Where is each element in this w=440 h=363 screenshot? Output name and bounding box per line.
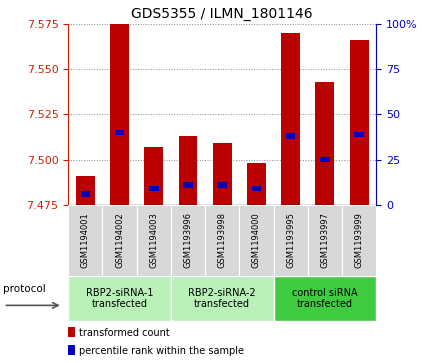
Text: protocol: protocol [4,284,46,294]
Text: RBP2-siRNA-1
transfected: RBP2-siRNA-1 transfected [86,288,153,309]
Text: GSM1194002: GSM1194002 [115,213,124,268]
Bar [350,40,369,205]
Bar [252,186,261,191]
Text: GSM1193995: GSM1193995 [286,213,295,268]
Text: GSM1193997: GSM1193997 [320,212,330,269]
Bar [274,205,308,276]
Bar [247,163,266,205]
Bar [183,182,193,188]
Text: GSM1194001: GSM1194001 [81,213,90,268]
Bar [286,133,295,139]
Text: GSM1193998: GSM1193998 [218,212,227,269]
Bar [149,186,158,191]
Bar [144,147,163,205]
Bar [274,276,376,321]
Bar [137,205,171,276]
Text: transformed count: transformed count [79,328,170,338]
Bar [115,130,125,135]
Text: GSM1194000: GSM1194000 [252,213,261,268]
Bar [68,205,103,276]
Bar [179,136,198,205]
Text: GSM1193999: GSM1193999 [355,213,363,268]
Bar [68,276,171,321]
Text: control siRNA
transfected: control siRNA transfected [292,288,358,309]
Bar [81,191,90,197]
Bar [239,205,274,276]
Text: RBP2-siRNA-2
transfected: RBP2-siRNA-2 transfected [188,288,256,309]
Bar [110,24,129,205]
Bar [68,345,75,355]
Bar [76,176,95,205]
Bar [320,157,330,162]
Title: GDS5355 / ILMN_1801146: GDS5355 / ILMN_1801146 [132,7,313,21]
Bar [103,205,137,276]
Bar [308,205,342,276]
Bar [354,131,364,137]
Text: percentile rank within the sample: percentile rank within the sample [79,346,244,356]
Bar [213,143,231,205]
Bar [205,205,239,276]
Bar [217,182,227,188]
Bar [171,276,274,321]
Bar [315,82,334,205]
Text: GSM1193996: GSM1193996 [183,212,192,269]
Text: GSM1194003: GSM1194003 [149,213,158,268]
Bar [171,205,205,276]
Bar [68,327,75,337]
Bar [281,33,300,205]
Bar [342,205,376,276]
